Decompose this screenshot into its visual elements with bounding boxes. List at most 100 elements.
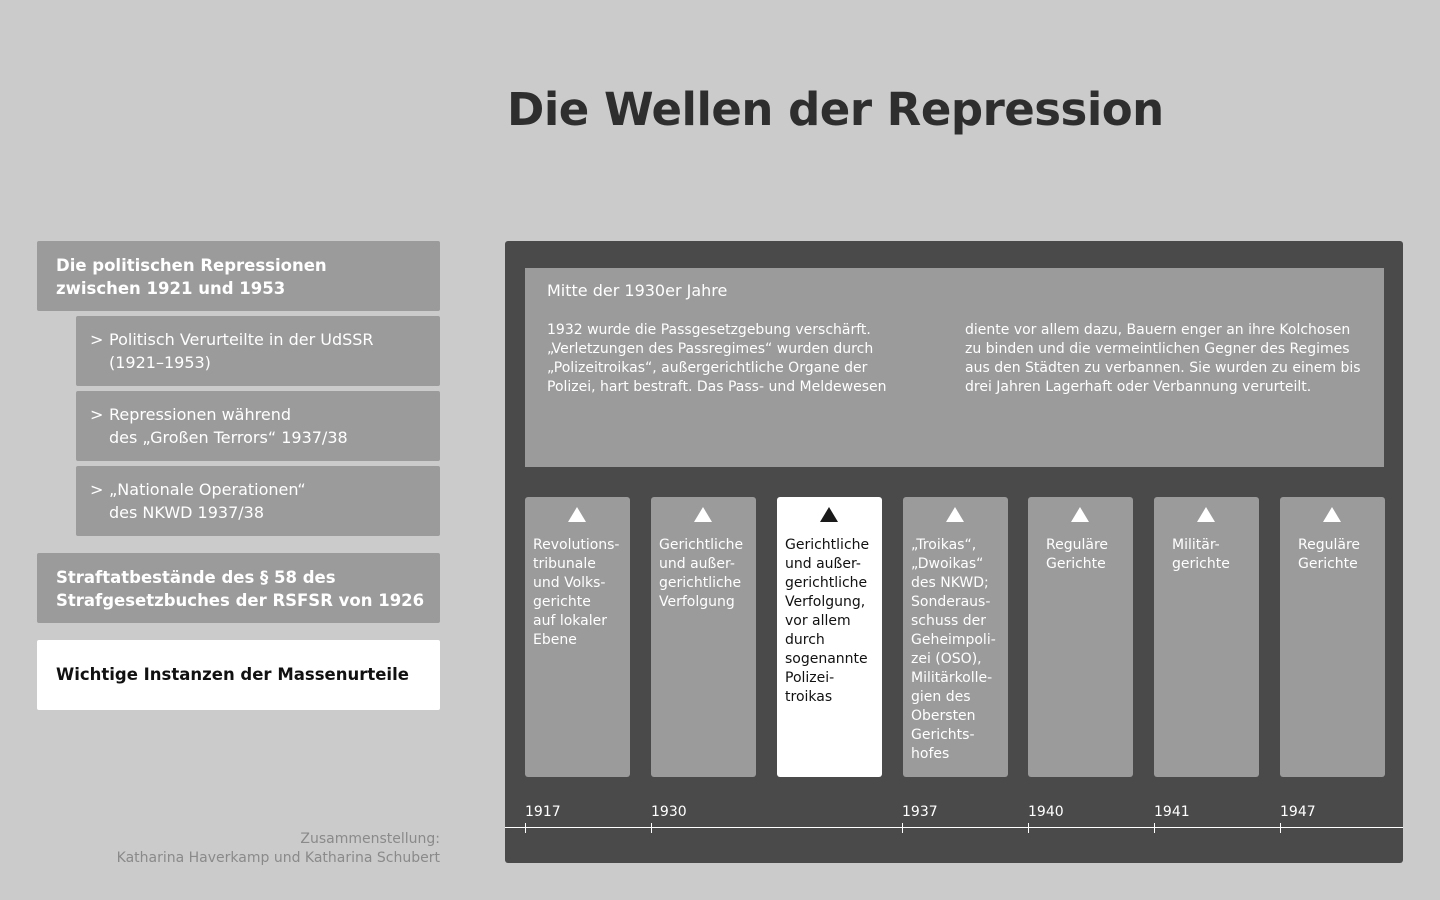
nav-subitem-label: des NKWD 1937/38 [109,503,265,522]
timeline-year: 1917 [525,804,561,820]
card-line: des NKWD; [911,575,989,591]
nav-item-political-repressions[interactable]: Die politischen Repressionen zwischen 19… [37,241,440,311]
card-text: Gerichtliche und außer- gerichtliche Ver… [785,536,869,707]
nav-item-label: Die politischen Repressionen [56,256,327,275]
timeline-year: 1941 [1154,804,1190,820]
triangle-up-icon [946,507,964,522]
card-line: Polizei- [785,670,835,686]
info-column-left: 1932 wurde die Passgesetzgebung verschär… [547,321,947,397]
card-line: auf lokaler [533,613,607,629]
info-text-line: „Verletzungen des Passregimes“ wurden du… [547,341,874,357]
card-line: durch [785,632,825,648]
info-text-line: 1932 wurde die Passgesetzgebung verschär… [547,322,871,338]
triangle-up-icon [694,507,712,522]
nav-subitem-label: Repressionen während [109,405,291,424]
nav-item-mass-verdicts[interactable]: Wichtige Instanzen der Massenurteile [37,640,440,710]
nav-subitem-label: (1921–1953) [109,353,211,372]
page-title: Die Wellen der Repression [507,83,1164,136]
timeline-year: 1930 [651,804,687,820]
nav-subitem-convicted-udssr[interactable]: > Politisch Verurteilte in der UdSSR (19… [76,316,440,386]
timeline-panel: Mitte der 1930er Jahre 1932 wurde die Pa… [505,241,1403,863]
card-line: Sonderaus- [911,594,991,610]
card-line: gien des [911,689,971,705]
nav-subitem-label: Politisch Verurteilte in der UdSSR [109,330,374,349]
card-line: Ebene [533,632,577,648]
info-text-line: diente vor allem dazu, Bauern enger an i… [965,322,1351,338]
nav-item-label: Straftatbestände des § 58 des [56,568,336,587]
info-text-line: Polizei, hart bestraft. Das Pass- und Me… [547,379,887,395]
timeline-year: 1940 [1028,804,1064,820]
period-card-1940[interactable]: Reguläre Gerichte [1028,497,1133,777]
card-line: Reguläre [1298,537,1361,553]
chevron-right-icon: > [90,405,104,424]
nav-subitem-label: „Nationale Operationen“ [109,480,306,499]
timeline-tick [1154,823,1155,833]
info-heading: Mitte der 1930er Jahre [547,281,728,300]
card-line: Gerichtliche [659,537,744,553]
nav-subitem-great-terror[interactable]: > Repressionen während des „Großen Terro… [76,391,440,461]
info-text-line: zu binden und die vermeintlichen Gegner … [965,341,1350,357]
card-line: tribunale [533,556,596,572]
timeline-axis [505,827,1403,828]
card-line: „Troikas“, [911,537,977,553]
info-text-line: „Polizeitroikas“, außergerichtliche Orga… [547,360,868,376]
card-text: Reguläre Gerichte [1298,536,1360,574]
triangle-up-icon [1197,507,1215,522]
card-text: Militär- gerichte [1172,536,1230,574]
period-card-mid-1930s[interactable]: Gerichtliche und außer- gerichtliche Ver… [777,497,882,777]
nav-item-paragraph-58[interactable]: Straftatbestände des § 58 des Strafgeset… [37,553,440,623]
card-line: Militär- [1172,537,1220,553]
card-line: und außer- [785,556,861,572]
timeline-year: 1947 [1280,804,1316,820]
timeline-tick [651,823,652,833]
card-line: vor allem [785,613,851,629]
card-line: Gerichtliche [785,537,870,553]
card-line: Reguläre [1046,537,1109,553]
triangle-up-icon [1323,507,1341,522]
nav-item-label: Strafgesetzbuches der RSFSR von 1926 [56,591,425,610]
triangle-up-icon [1071,507,1089,522]
nav-subitem-label: des „Großen Terrors“ 1937/38 [109,428,348,447]
card-line: gerichtliche [659,575,742,591]
card-line: „Dwoikas“ [911,556,984,572]
credit-line: Zusammenstellung: [300,831,440,847]
card-line: Verfolgung [659,594,735,610]
period-card-1941[interactable]: Militär- gerichte [1154,497,1259,777]
card-line: hofes [911,746,950,762]
timeline-year: 1937 [902,804,938,820]
card-line: Geheimpoli- [911,632,996,648]
info-box: Mitte der 1930er Jahre 1932 wurde die Pa… [525,268,1384,467]
nav-subitem-national-operations[interactable]: > „Nationale Operationen“ des NKWD 1937/… [76,466,440,536]
info-text-line: aus den Städten zu verbannen. Sie wurden… [965,360,1361,376]
period-card-1947[interactable]: Reguläre Gerichte [1280,497,1385,777]
card-line: Gerichte [1046,556,1106,572]
nav-item-label: zwischen 1921 und 1953 [56,279,286,298]
timeline-tick [902,823,903,833]
card-line: gerichtliche [785,575,868,591]
card-line: troikas [785,689,833,705]
nav-item-label: Wichtige Instanzen der Massenurteile [56,665,409,684]
card-text: Revolutions- tribunale und Volks- gerich… [533,536,620,650]
card-text: „Troikas“, „Dwoikas“ des NKWD; Sonderaus… [911,536,996,764]
period-card-1937[interactable]: „Troikas“, „Dwoikas“ des NKWD; Sonderaus… [903,497,1008,777]
triangle-up-icon [568,507,586,522]
card-line: und außer- [659,556,735,572]
timeline-tick [525,823,526,833]
info-text-line: drei Jahren Lagerhaft oder Verbannung ve… [965,379,1312,395]
card-line: sogenannte [785,651,868,667]
period-card-1917[interactable]: Revolutions- tribunale und Volks- gerich… [525,497,630,777]
info-column-right: diente vor allem dazu, Bauern enger an i… [965,321,1365,397]
card-line: Verfolgung, [785,594,866,610]
card-line: Gerichte [1298,556,1358,572]
chevron-right-icon: > [90,330,104,349]
period-card-1930[interactable]: Gerichtliche und außer- gerichtliche Ver… [651,497,756,777]
card-line: Gerichts- [911,727,975,743]
card-line: und Volks- [533,575,606,591]
card-text: Reguläre Gerichte [1046,536,1108,574]
credit-text: Zusammenstellung: Katharina Haverkamp un… [117,830,440,868]
card-line: zei (OSO), [911,651,982,667]
credit-line: Katharina Haverkamp und Katharina Schube… [116,850,440,866]
card-line: Revolutions- [533,537,620,553]
chevron-right-icon: > [90,480,104,499]
triangle-up-icon [820,507,838,522]
